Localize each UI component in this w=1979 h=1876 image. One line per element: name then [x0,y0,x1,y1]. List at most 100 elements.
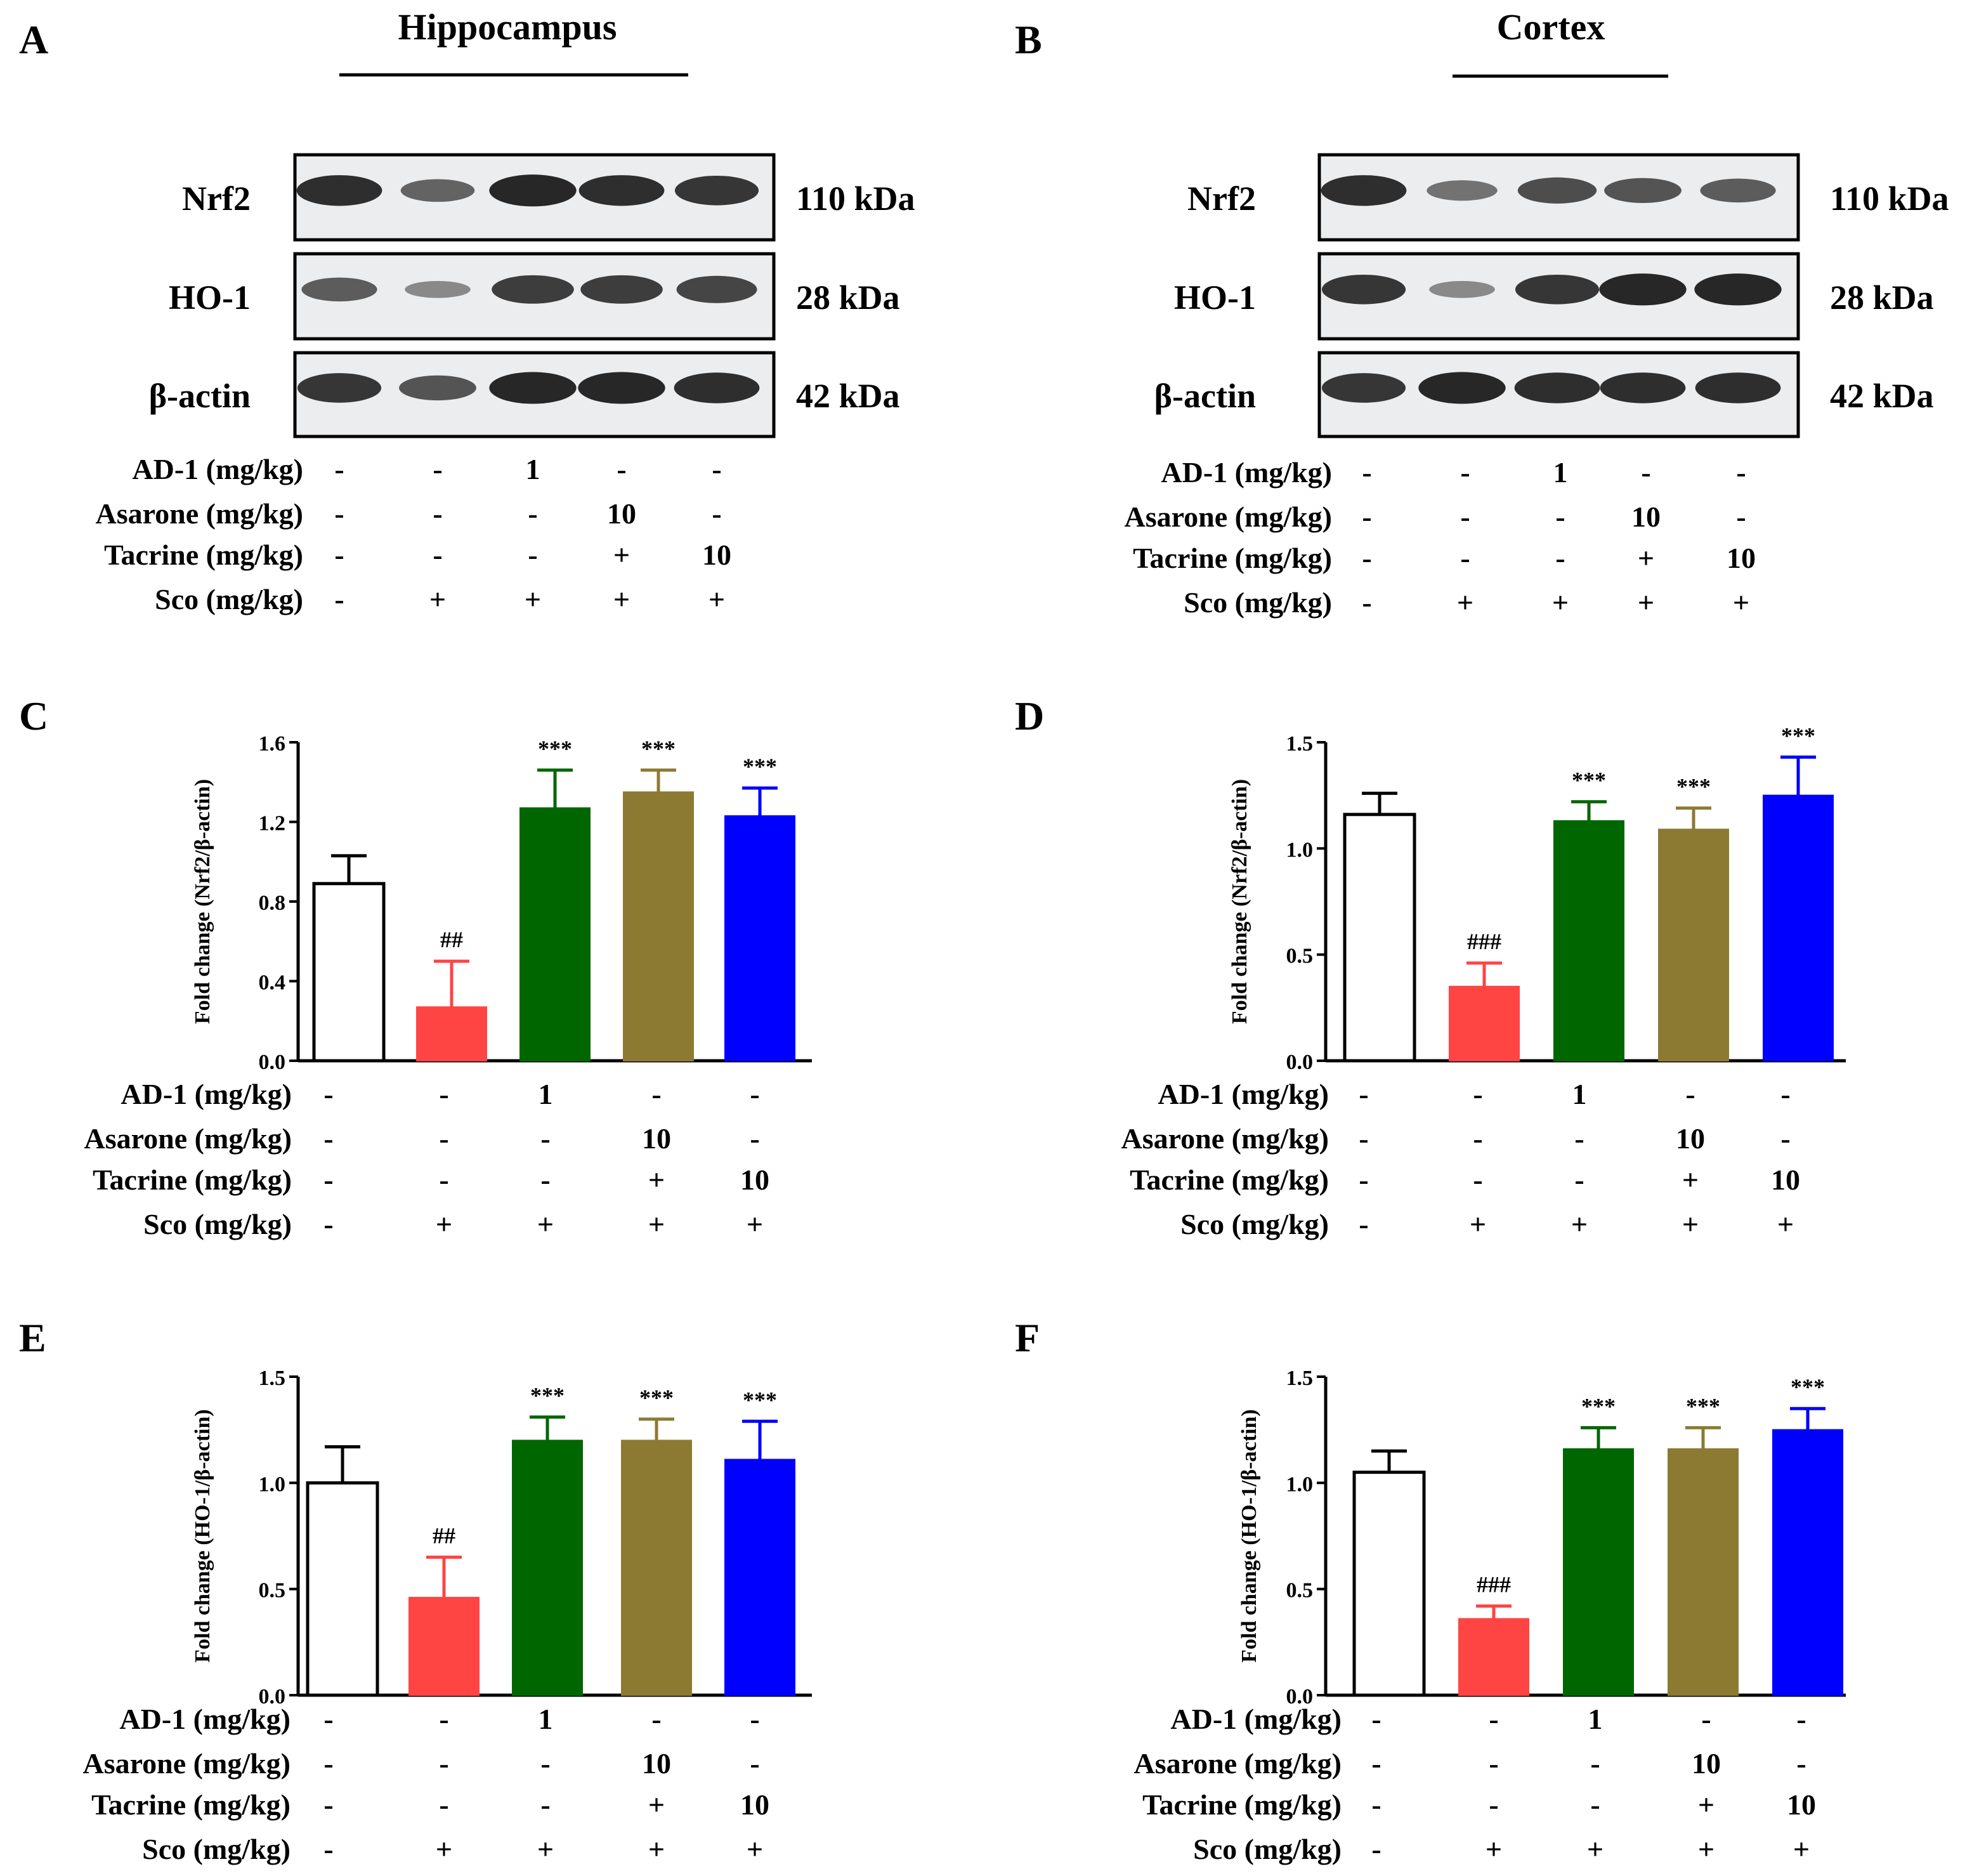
significance-annotation: ## [433,1523,455,1548]
treatment-value: - [439,1122,448,1155]
panel-letter-b: B [1015,17,1042,62]
treatment-value: - [651,1078,661,1110]
blot-band [578,372,665,404]
treatment-value: 10 [740,1788,769,1821]
treatment-value: - [1359,1164,1368,1196]
treatment-value: + [1682,1164,1699,1196]
bar [1343,813,1416,1063]
treatment-value: + [1587,1833,1603,1865]
treatment-value: - [1489,1788,1498,1821]
panel-letter-f: F [1015,1315,1040,1360]
y-tick-label: 1.5 [1286,732,1314,756]
treatment-value: - [712,497,721,530]
treatment-label: Tacrine (mg/kg) [1133,542,1332,574]
treatment-value: - [1489,1747,1498,1780]
significance-annotation: *** [1791,1374,1825,1400]
treatment-label: Sco (mg/kg) [142,1833,291,1865]
treatment-value: + [648,1788,665,1821]
blot-band [492,275,574,304]
treatment-value: - [1701,1703,1711,1735]
treatment-table-a: AD-1 (mg/kg) - -1- -Asarone (mg/kg) - - -10 -Ta… [95,453,731,615]
treatment-value: - [323,1747,333,1780]
blot-band [1427,180,1498,201]
bar [724,815,795,1062]
blot-band [489,174,577,207]
treatment-label: AD-1 (mg/kg) [1161,456,1332,489]
treatment-value: + [436,1833,452,1865]
treatment-value: + [1682,1208,1699,1240]
treatment-value: + [1777,1208,1794,1240]
treatment-label: Tacrine (mg/kg) [1142,1788,1342,1821]
treatment-value: - [1371,1747,1381,1780]
significance-annotation: *** [639,1385,674,1410]
treatment-value: + [613,539,630,571]
treatment-value: - [1590,1747,1600,1780]
treatment-value: 10 [702,539,731,571]
bar [1449,985,1520,1062]
treatment-value: + [1470,1208,1486,1240]
treatment-label: Asarone (mg/kg) [1121,1122,1329,1155]
treatment-label: Asarone (mg/kg) [1124,501,1332,533]
treatment-value: - [750,1747,759,1780]
treatment-value: - [1359,1078,1368,1110]
significance-annotation: *** [743,754,777,779]
treatment-value: - [1473,1122,1482,1155]
y-tick-label: 1.6 [259,732,286,756]
bar [724,1459,795,1696]
significance-annotation: *** [1676,774,1711,799]
treatment-label: Sco (mg/kg) [155,583,303,615]
bar-chart-d: 0.0 0.5 1.0 1.5 Fold change (Nrf2/β-actin) ##… [1228,723,1846,1074]
treatment-value: + [537,1208,554,1240]
treatment-value: 10 [740,1164,769,1196]
significance-annotation: *** [530,1383,565,1408]
y-tick-label: 1.0 [1286,1473,1314,1496]
treatment-value: - [323,1122,333,1155]
treatment-label: Sco (mg/kg) [1184,586,1332,619]
treatment-value: - [1574,1122,1584,1155]
treatment-value: - [540,1164,550,1196]
blot-row-2: β-actin 42 kDa [149,351,900,438]
treatment-value: - [323,1788,333,1821]
y-tick-label: 1.5 [1286,1367,1314,1390]
bar [1772,1429,1843,1696]
treatment-value: - [1362,456,1371,489]
treatment-table-b: AD-1 (mg/kg) - -1- -Asarone (mg/kg) - - -10 -Ta… [1124,456,1756,619]
treatment-value: + [1698,1788,1714,1821]
y-tick-label: 0.0 [1286,1051,1314,1074]
treatment-value: - [1796,1703,1806,1735]
blot-size-label: 110 kDa [796,180,915,218]
blot-protein-label: Nrf2 [182,180,251,218]
treatment-value: 10 [607,497,636,530]
bar [1458,1618,1529,1696]
treatment-value: + [1457,586,1473,619]
treatment-value: 10 [1692,1747,1721,1780]
treatment-value: - [1574,1164,1584,1196]
blot-band [1418,372,1506,404]
y-axis-label: Fold change (HO-1/β-actin) [1238,1409,1261,1662]
blot-row-1: HO-1 28 kDa [169,252,900,341]
blot-row-1: HO-1 28 kDa [1174,252,1934,341]
y-axis-label: Fold change (HO-1/β-actin) [191,1409,214,1662]
treatment-value: - [1473,1078,1482,1110]
treatment-value: 10 [1727,542,1756,574]
y-axis-label: Fold change (Nrf2/β-actin) [1228,779,1251,1024]
bar [1563,1448,1634,1696]
western-blots: Nrf2 110 kDa HO-1 28 kDa β-actin 42 kDa Nrf2 11… [149,153,1949,438]
treatment-value: - [1590,1788,1600,1821]
treatment-table-c: AD-1 (mg/kg) - -1- -Asarone (mg/kg) - - -10 -Ta… [84,1078,769,1240]
treatment-value: - [1359,1122,1368,1155]
treatment-value: - [540,1122,550,1155]
treatment-table-f: AD-1 (mg/kg) - -1- -Asarone (mg/kg) - - -10 -Ta… [1133,1703,1816,1865]
y-tick-label: 0.8 [259,891,286,915]
treatment-value: 10 [1631,501,1661,533]
treatment-value: + [1638,586,1654,619]
treatment-label: Tacrine (mg/kg) [93,1164,292,1196]
blot-band [676,275,757,303]
treatment-value: 10 [1676,1122,1705,1155]
blot-band [1514,372,1600,403]
blot-band [297,373,382,403]
treatment-value: - [1362,586,1371,619]
blot-band [1517,177,1597,204]
region-title-hippocampus: Hippocampus [398,6,617,48]
